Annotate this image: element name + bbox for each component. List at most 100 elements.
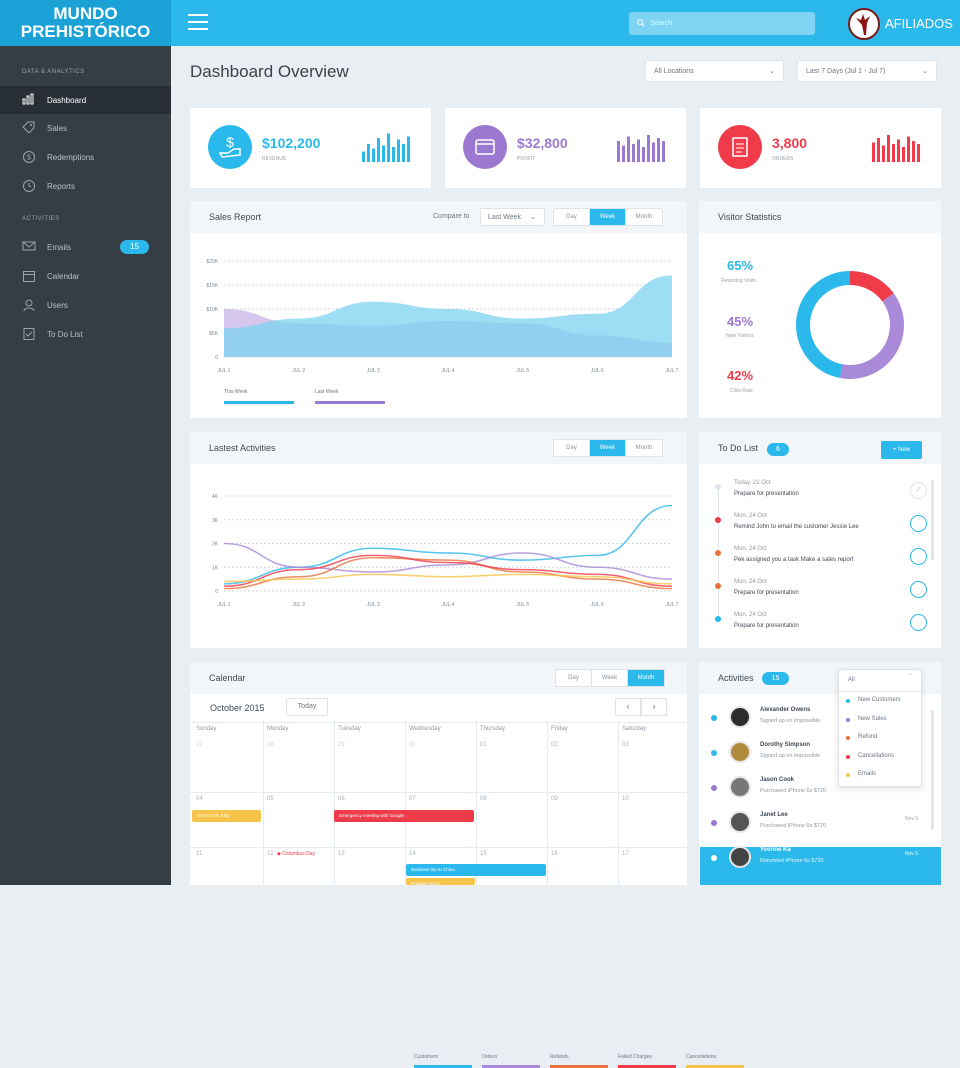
avatar[interactable] [729, 846, 751, 868]
sidebar-item-redemptions[interactable]: $ Redemptions [0, 143, 171, 171]
spark-bar [912, 141, 915, 162]
todo-checkbox[interactable] [910, 581, 927, 598]
sidebar-item-label: Calendar [47, 272, 80, 281]
calendar-day[interactable]: 17 [622, 851, 629, 857]
sidebar-item-dashboard[interactable]: Dashboard [0, 86, 171, 114]
sidebar-item-reports[interactable]: Reports [0, 172, 171, 200]
calendar-grid-line [190, 722, 687, 723]
legend-orders: Orders [482, 1054, 498, 1060]
tab-week[interactable]: Week [592, 670, 628, 686]
latest-activities-title: Lastest Activities [209, 443, 276, 453]
calendar-day[interactable]: 11 [196, 851, 203, 857]
svg-text:$: $ [226, 134, 234, 150]
spark-bar [387, 133, 390, 162]
calendar-day[interactable]: 29 [338, 742, 345, 748]
tab-day[interactable]: Day [554, 209, 590, 225]
calendar-day[interactable]: 04 [196, 796, 203, 802]
filter-option[interactable]: New Customers [858, 697, 901, 703]
calendar-day[interactable]: 30 [409, 742, 416, 748]
activities-scrollbar[interactable] [931, 710, 934, 830]
search-input[interactable]: Search [629, 12, 815, 35]
sidebar-item-users[interactable]: Users [0, 291, 171, 319]
avatar[interactable] [729, 741, 751, 763]
tab-month[interactable]: Month [635, 445, 653, 451]
sidebar-item-sales[interactable]: Sales [0, 114, 171, 142]
filter-option[interactable]: Emails [858, 771, 877, 777]
calendar-title: Calendar [209, 673, 246, 683]
brand-logo[interactable]: MUNDO PREHISTÓRICO [0, 0, 171, 46]
prev-month-button[interactable]: ‹ [615, 698, 641, 716]
todo-checkbox[interactable] [910, 614, 927, 631]
sidebar-item-calendar[interactable]: Calendar [0, 262, 171, 290]
calendar-day[interactable]: 06 [338, 796, 345, 802]
todo-checkbox[interactable] [910, 515, 927, 532]
calendar-day[interactable]: 02 [551, 742, 558, 748]
calendar-day[interactable]: 07 [409, 796, 416, 802]
calendar-day[interactable]: 28 [267, 742, 274, 748]
sidebar-item-emails[interactable]: Emails 15 [0, 233, 171, 261]
activity-name[interactable]: Alexander Owens [760, 707, 811, 713]
todo-checkbox[interactable] [910, 548, 927, 565]
calendar-day[interactable]: 14 [409, 851, 416, 857]
filter-option[interactable]: Refund [858, 734, 878, 740]
calendar-day[interactable]: 13 [338, 851, 345, 857]
calendar-day[interactable]: 10 [622, 796, 629, 802]
tab-month[interactable]: Month [628, 670, 664, 686]
calendar-day[interactable]: 08 [480, 796, 487, 802]
activity-name[interactable]: Dorothy Simpson [760, 742, 811, 748]
calendar-event[interactable]: Business trip to China [406, 864, 546, 876]
revenue-value: $102,200 [262, 135, 321, 151]
filter-option[interactable]: New Sales [858, 715, 887, 722]
location-select[interactable]: All Locations ⌄ [645, 60, 784, 82]
activity-name[interactable]: Janet Lee [760, 812, 788, 818]
avatar[interactable] [729, 776, 751, 798]
activity-filter-dropdown[interactable]: All ˆ [838, 669, 922, 787]
calendar-day[interactable]: 16 [551, 851, 558, 857]
sidebar-item-label: Sales [47, 124, 68, 133]
calendar-day[interactable]: 01 [480, 742, 487, 748]
filter-option[interactable]: Cancellations [858, 752, 895, 759]
dinosaur-logo-icon[interactable] [848, 8, 880, 40]
credit-card-icon [475, 139, 495, 155]
todo-scrollbar[interactable] [931, 480, 934, 560]
tab-month[interactable]: Month [635, 214, 653, 220]
new-todo-button[interactable]: + New [881, 441, 922, 459]
tag-icon [22, 121, 35, 133]
sidebar-item-todo[interactable]: To Do List [0, 320, 171, 348]
todo-card: To Do List 6 + New [699, 432, 941, 648]
todo-checkbox[interactable]: ✓ [910, 482, 927, 499]
calendar-event[interactable]: Dinner with Kitty [192, 810, 261, 822]
todo-status-dot [715, 550, 721, 556]
calendar-day[interactable]: 03 [622, 742, 629, 748]
calendar-day[interactable]: 15 [480, 851, 487, 857]
calendar-event[interactable]: Prepare report [406, 878, 475, 886]
filter-selected[interactable]: All ˆ [839, 670, 921, 692]
affiliates-link[interactable]: AFILIADOS [885, 16, 953, 31]
activity-name[interactable]: Jason Cook [760, 777, 795, 783]
activity-name[interactable]: Yvonne Ka [760, 847, 791, 853]
compare-select[interactable]: Last Week ⌄ [480, 208, 545, 226]
calendar-event[interactable]: Emergency meeting with Google [334, 810, 474, 822]
x-tick-label: JUL 6 [591, 602, 604, 608]
spark-bar [882, 145, 885, 162]
next-month-button[interactable]: › [641, 698, 667, 716]
avatar[interactable] [729, 811, 751, 833]
today-button[interactable]: Today [286, 698, 328, 716]
spark-bar [637, 139, 640, 162]
calendar-day[interactable]: 05 [267, 796, 274, 802]
envelope-icon [22, 241, 36, 251]
avatar[interactable] [729, 706, 751, 728]
tab-week[interactable]: Week [590, 440, 626, 456]
click-rate-label: Click Rate [730, 388, 753, 394]
y-tick-label: 2K [212, 542, 219, 548]
calendar-day[interactable]: 27 [196, 742, 203, 748]
chevron-right-icon: › [652, 701, 656, 711]
calendar-day[interactable]: 12 [267, 851, 274, 857]
tab-day[interactable]: Day [556, 670, 592, 686]
todo-date: Mon, 24 Oct [734, 579, 767, 585]
date-range-select[interactable]: Last 7 Days (Jul 1 - Jul 7) ⌄ [797, 60, 937, 82]
hamburger-menu-icon[interactable] [188, 14, 208, 32]
tab-day[interactable]: Day [554, 440, 590, 456]
calendar-day[interactable]: 09 [551, 796, 558, 802]
tab-week[interactable]: Week [590, 209, 626, 225]
